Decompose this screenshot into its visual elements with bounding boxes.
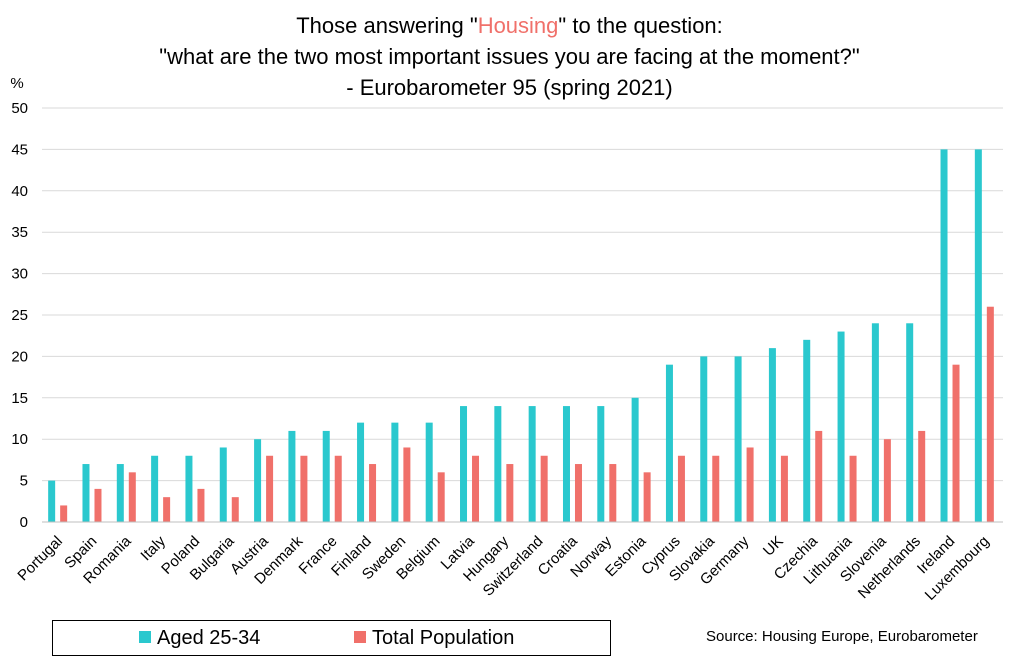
bar-total-sweden <box>403 447 411 522</box>
bar-aged-switzerland <box>528 406 536 522</box>
title-line-1: Those answering "Housing" to the questio… <box>296 13 723 38</box>
bar-total-finland <box>369 464 377 522</box>
bar-total-denmark <box>300 455 308 522</box>
bar-aged-italy <box>151 455 159 522</box>
bar-aged-ireland <box>940 149 948 522</box>
bar-total-luxembourg <box>986 306 994 522</box>
bar-aged-finland <box>357 422 365 522</box>
bar-total-ireland <box>952 364 960 522</box>
bar-aged-bulgaria <box>219 447 227 522</box>
title-line-3: - Eurobarometer 95 (spring 2021) <box>346 75 673 100</box>
bar-aged-romania <box>116 464 124 522</box>
y-tick-label: 15 <box>11 390 28 407</box>
title-line-2: "what are the two most important issues … <box>159 44 860 69</box>
bar-aged-norway <box>597 406 605 522</box>
x-tick-label: UK <box>760 533 787 560</box>
bar-aged-austria <box>254 439 262 522</box>
legend-item-aged: Aged 25-34 <box>139 627 260 649</box>
bar-aged-luxembourg <box>974 149 982 522</box>
x-tick-label: Portugal <box>14 533 66 585</box>
bar-aged-belgium <box>425 422 433 522</box>
y-tick-label: 20 <box>11 348 28 365</box>
bar-total-netherlands <box>918 430 926 522</box>
bar-aged-slovenia <box>871 323 879 522</box>
bar-aged-slovakia <box>700 356 708 522</box>
bar-aged-germany <box>734 356 742 522</box>
y-axis-label: % <box>10 75 23 92</box>
legend-item-total: Total Population <box>354 627 514 649</box>
y-tick-label: 25 <box>11 307 28 324</box>
bar-aged-poland <box>185 455 193 522</box>
bar-aged-uk <box>768 348 776 522</box>
y-tick-label: 35 <box>11 224 28 241</box>
y-tick-label: 0 <box>20 514 28 531</box>
bar-aged-france <box>322 430 330 522</box>
bar-total-czechia <box>815 430 823 522</box>
bar-total-austria <box>266 455 274 522</box>
bar-total-poland <box>197 488 205 522</box>
bar-total-portugal <box>60 505 68 522</box>
bar-aged-latvia <box>460 406 468 522</box>
bar-total-italy <box>163 497 171 522</box>
y-tick-label: 40 <box>11 183 28 200</box>
y-tick-label: 10 <box>11 431 28 448</box>
bar-aged-lithuania <box>837 331 845 522</box>
gridlines <box>42 107 1003 482</box>
chart-title: Those answering "Housing" to the questio… <box>0 10 1019 103</box>
y-tick-label: 30 <box>11 266 28 283</box>
bar-total-belgium <box>437 472 445 522</box>
bar-aged-estonia <box>631 397 639 522</box>
bar-total-cyprus <box>677 455 685 522</box>
legend-swatch-aged <box>139 631 151 643</box>
legend-swatch-total <box>354 631 366 643</box>
bars <box>48 149 994 522</box>
bar-aged-hungary <box>494 406 502 522</box>
bar-chart: 0 5 10 15 20 25 30 35 40 45 50 % PortugalSpainRoma… <box>10 75 1003 604</box>
bar-total-latvia <box>472 455 480 522</box>
bar-aged-spain <box>82 464 90 522</box>
bar-aged-czechia <box>803 339 811 522</box>
bar-total-uk <box>780 455 788 522</box>
bar-total-france <box>334 455 342 522</box>
bar-aged-croatia <box>562 406 570 522</box>
y-tick-label: 50 <box>11 100 28 117</box>
y-tick-label: 5 <box>20 473 28 490</box>
bar-aged-denmark <box>288 430 296 522</box>
bar-total-romania <box>128 472 136 522</box>
bar-total-bulgaria <box>231 497 239 522</box>
bar-total-hungary <box>506 464 514 522</box>
bar-aged-sweden <box>391 422 399 522</box>
bar-total-norway <box>609 464 617 522</box>
y-tick-label: 45 <box>11 141 28 158</box>
bar-total-estonia <box>643 472 651 522</box>
bar-aged-netherlands <box>906 323 914 522</box>
legend-label-aged: Aged 25-34 <box>157 627 261 649</box>
legend-label-total: Total Population <box>372 627 515 649</box>
bar-total-lithuania <box>849 455 857 522</box>
bar-total-germany <box>746 447 754 522</box>
bar-aged-portugal <box>48 480 56 522</box>
bar-total-spain <box>94 488 102 522</box>
bar-aged-cyprus <box>665 364 673 522</box>
bar-total-slovakia <box>712 455 720 522</box>
bar-total-switzerland <box>540 455 548 522</box>
source-note: Source: Housing Europe, Eurobarometer <box>706 628 978 645</box>
title-highlight: Housing <box>477 13 559 38</box>
legend: Aged 25-34 Total Population <box>52 620 611 656</box>
bar-total-slovenia <box>883 439 891 522</box>
y-axis-ticks: 0 5 10 15 20 25 30 35 40 45 50 <box>11 100 28 531</box>
bar-total-croatia <box>574 464 582 522</box>
